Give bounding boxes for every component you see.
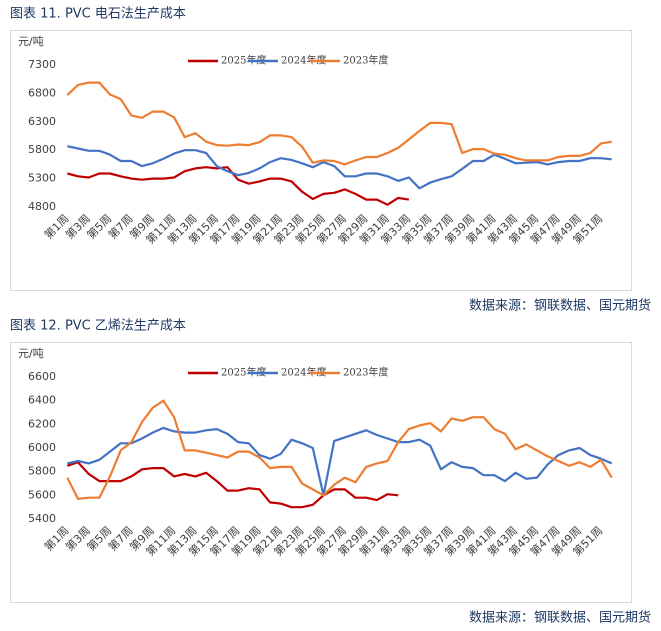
series-line xyxy=(67,145,612,190)
y-tick-label: 6200 xyxy=(28,417,56,430)
y-tick-label: 4800 xyxy=(28,200,56,213)
series-line xyxy=(66,81,612,166)
legend-label: 2025年度 xyxy=(221,54,266,67)
series-line xyxy=(66,461,399,509)
figure-caption: 图表 12. PVC 乙烯法生产成本 xyxy=(10,319,186,334)
y-tick-label: 6800 xyxy=(28,86,56,99)
y-axis-label: 元/吨 xyxy=(18,35,44,48)
source-note: 数据来源：钢联数据、国元期货 xyxy=(469,298,651,314)
y-tick-label: 6400 xyxy=(28,394,56,407)
y-tick-label: 5600 xyxy=(28,488,56,501)
y-tick-label: 5800 xyxy=(28,465,56,478)
legend-label: 2024年度 xyxy=(281,54,326,67)
y-axis-label: 元/吨 xyxy=(18,347,44,360)
series-line xyxy=(66,399,613,500)
source-note: 数据来源：钢联数据、国元期货 xyxy=(469,610,651,626)
figure-caption: 图表 11. PVC 电石法生产成本 xyxy=(10,7,186,22)
legend-label: 2023年度 xyxy=(343,54,388,67)
y-tick-label: 5400 xyxy=(28,512,56,525)
legend-label: 2023年度 xyxy=(343,366,388,379)
legend-label: 2025年度 xyxy=(221,366,266,379)
legend-label: 2024年度 xyxy=(281,366,326,379)
y-tick-label: 5800 xyxy=(28,143,56,156)
series-line xyxy=(67,166,410,206)
y-tick-label: 6300 xyxy=(28,115,56,128)
y-tick-label: 6600 xyxy=(28,370,56,383)
y-tick-label: 6000 xyxy=(28,441,56,454)
chart-frame xyxy=(10,342,632,603)
y-tick-label: 7300 xyxy=(28,58,56,71)
y-tick-label: 5300 xyxy=(28,172,56,185)
series-line xyxy=(67,426,613,497)
